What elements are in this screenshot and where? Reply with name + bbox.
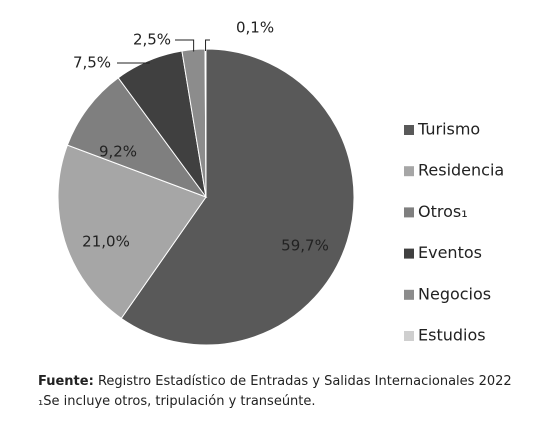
data-label: 59,7%: [281, 237, 329, 255]
pie-slice: [57, 144, 207, 320]
legend-swatch: [404, 166, 414, 177]
pie-slice: [66, 77, 208, 199]
data-label: 0,1%: [236, 19, 274, 37]
legend-label: Estudios: [418, 326, 486, 345]
notes: Fuente: Registro Estadístico de Entradas…: [38, 372, 534, 412]
legend-label: Residencia: [418, 161, 504, 180]
legend-swatch: [404, 125, 414, 135]
source-label: Fuente:: [38, 374, 94, 389]
leader-line: [205, 39, 210, 52]
source: Fuente: Registro Estadístico de Entradas…: [38, 372, 534, 392]
legend-swatch: [404, 207, 414, 218]
data-label: 2,5%: [133, 31, 171, 49]
legend-label: Negocios: [418, 284, 491, 303]
source-text: Registro Estadístico de Entradas y Salid…: [97, 374, 512, 389]
pie-slice: [120, 48, 355, 346]
chart: 59,7% 21,0% 9,2% 7,5% 2,5% 0,1% Turismo Residen…: [57, 19, 504, 346]
footnote: ₁Se incluye otros, tripulación y transeú…: [38, 394, 316, 409]
data-label: 21,0%: [82, 233, 130, 251]
leader-line: [117, 62, 150, 64]
legend-swatch: [404, 248, 414, 259]
legend-swatch: [404, 331, 414, 341]
data-label: 9,2%: [99, 143, 137, 161]
legend-swatch: [404, 289, 414, 300]
legend-label: Eventos: [418, 243, 482, 262]
legend-label: Otros₁: [418, 202, 468, 221]
data-label: 7,5%: [73, 54, 111, 72]
leader-line: [175, 39, 195, 52]
legend-label: Turismo: [417, 120, 480, 139]
